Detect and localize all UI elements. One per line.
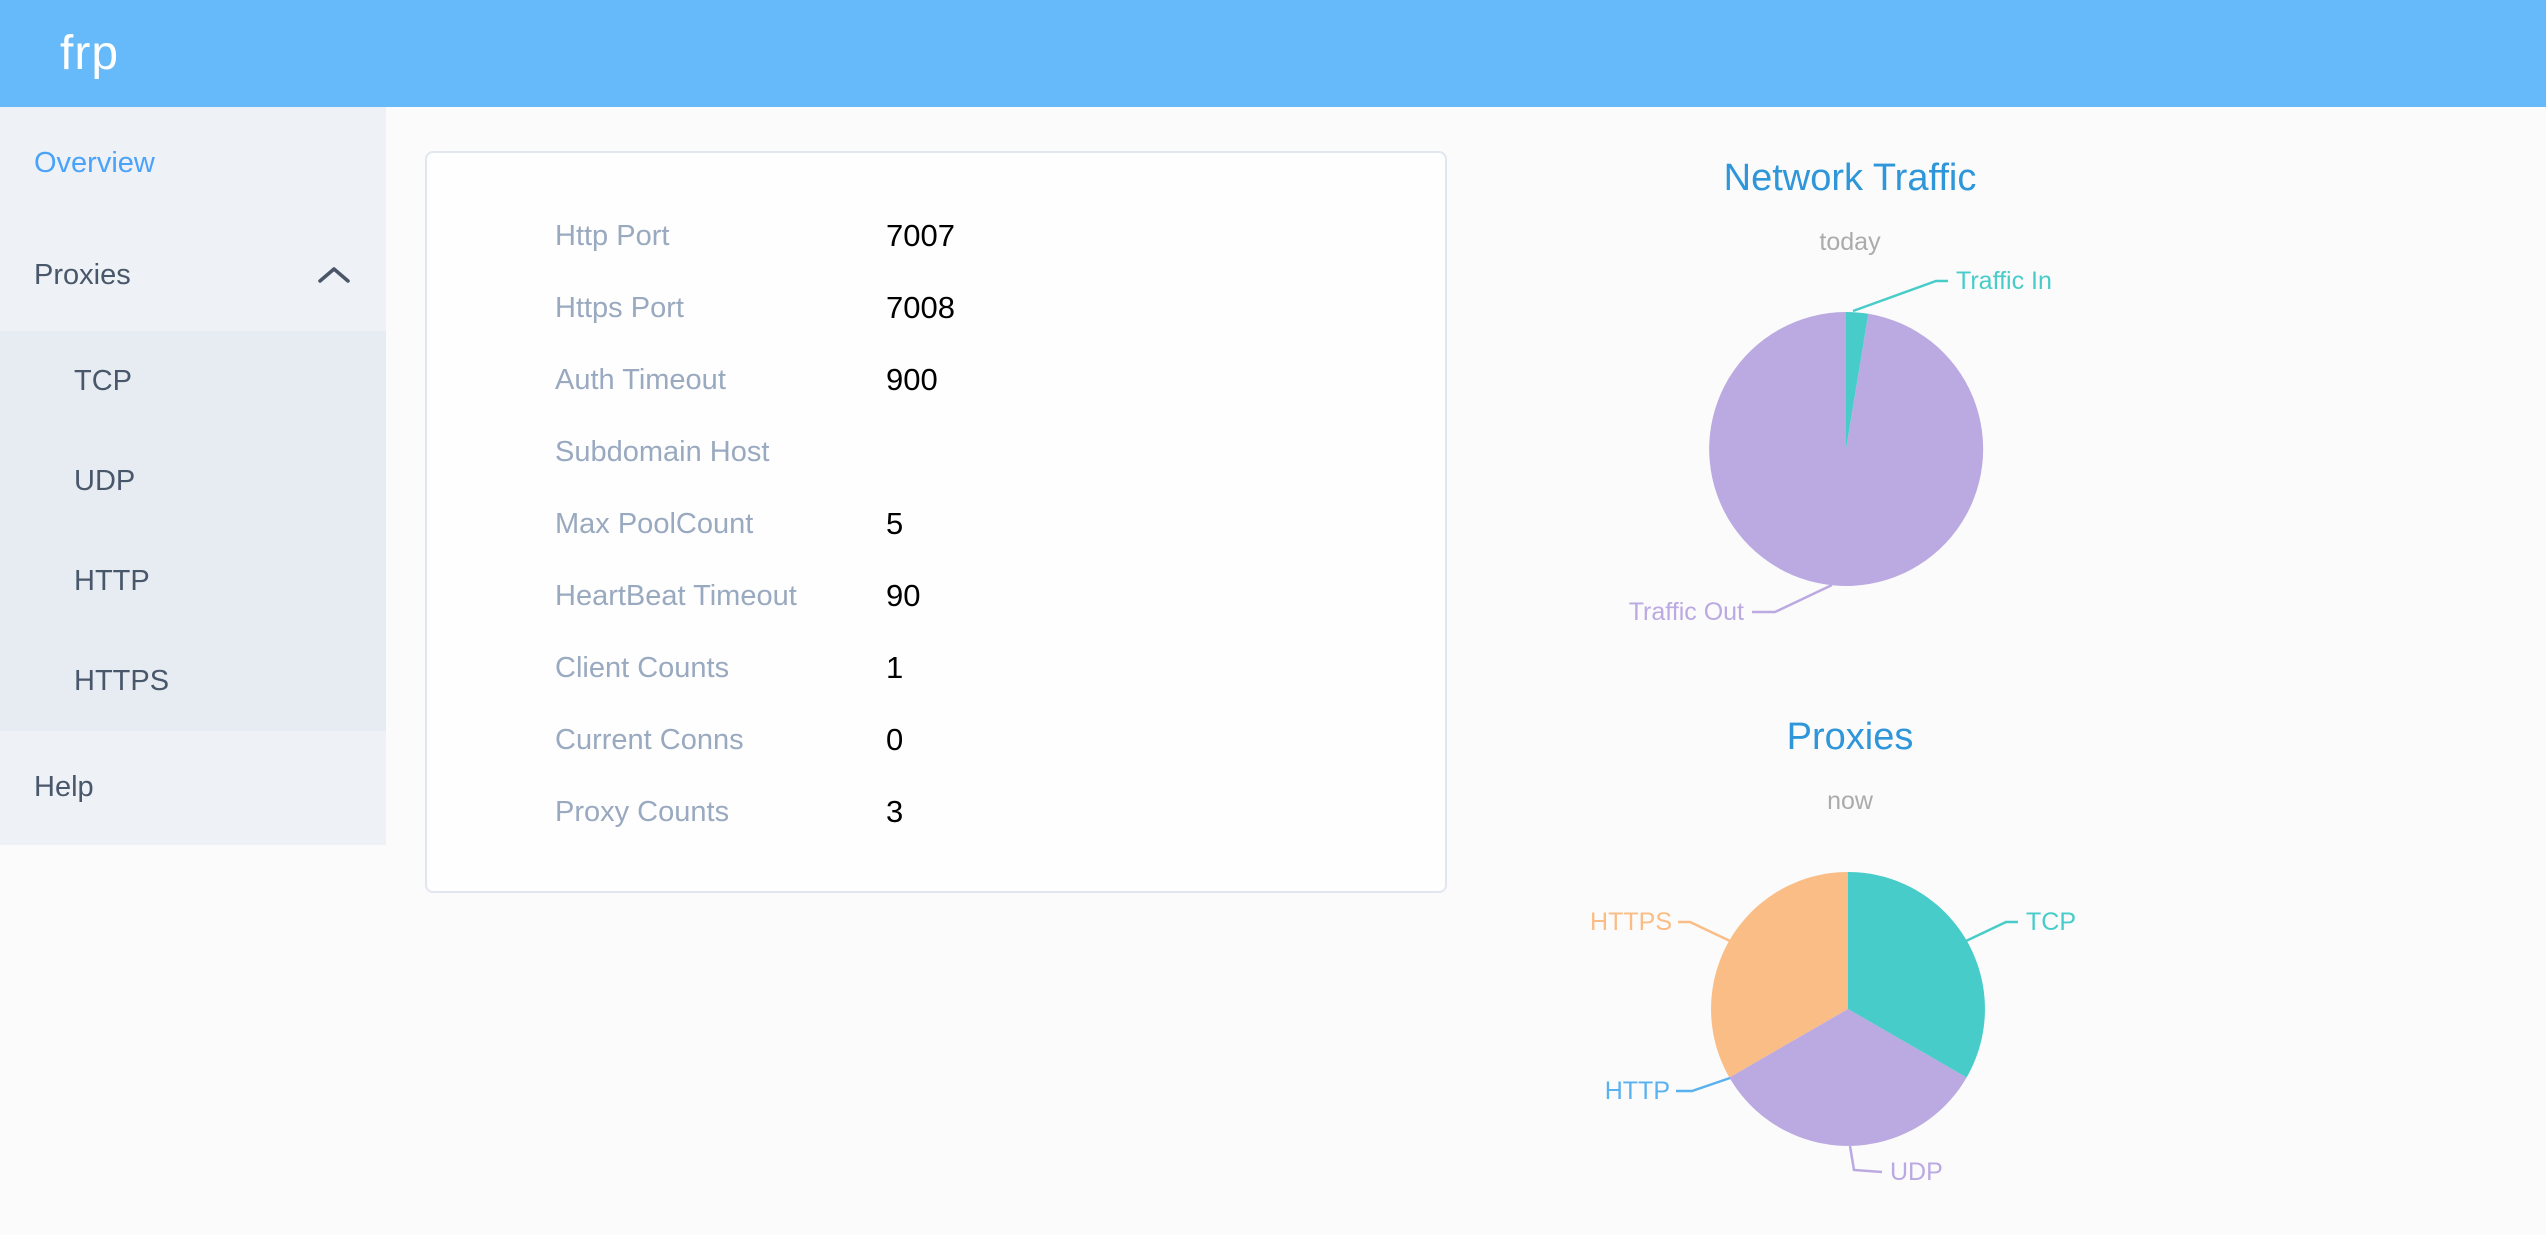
row-label: HeartBeat Timeout [555,579,797,612]
https-label: HTTPS [1590,908,1672,936]
sidebar-item-tcp[interactable]: TCP [0,331,386,431]
proxies-submenu: TCP UDP HTTP HTTPS [0,331,386,731]
sidebar-item-http-label: HTTP [74,564,150,597]
sidebar-item-udp-label: UDP [74,464,136,497]
row-value: 900 [886,362,938,397]
row-https-port: Https Port 7008 [427,272,1445,344]
row-value: 7008 [886,290,955,325]
udp-label-line [1848,1145,1883,1174]
row-max-poolcount: Max PoolCount 5 [427,488,1445,560]
proxies-subtitle: now [1827,787,1873,815]
sidebar-item-https-label: HTTPS [74,664,170,697]
row-client-counts: Client Counts 1 [427,632,1445,704]
row-value: 3 [886,794,904,829]
http-label-line [1676,1076,1731,1093]
row-label: Https Port [555,291,684,324]
sidebar-item-tcp-label: TCP [74,364,132,397]
tcp-label: TCP [2026,908,2076,936]
pie-slice-tcp[interactable] [1848,872,1985,1078]
row-current-conns: Current Conns 0 [427,704,1445,776]
proxies-chart: Proxies now TCP HTTPS HTTP UDP [1570,715,2130,1235]
pie-slice-udp[interactable] [1729,1009,1967,1146]
row-subdomain-host: Subdomain Host [427,416,1445,488]
row-label: Max PoolCount [555,507,754,540]
https-label-line [1678,920,1731,943]
row-label: Proxy Counts [555,795,730,828]
sidebar-item-help[interactable]: Help [0,731,386,843]
udp-label: UDP [1890,1158,1943,1186]
app-header: frp [0,0,2546,107]
network-traffic-chart: Network Traffic today Traffic In Traffic… [1570,140,2130,680]
row-label: Current Conns [555,723,744,756]
http-label: HTTP [1605,1077,1670,1105]
row-label: Subdomain Host [555,435,770,468]
sidebar-item-overview-label: Overview [34,146,155,179]
row-value: 7007 [886,218,955,253]
sidebar-item-http[interactable]: HTTP [0,531,386,631]
sidebar-item-proxies-label: Proxies [34,258,131,291]
sidebar-item-https[interactable]: HTTPS [0,631,386,731]
proxies-pie: TCP HTTPS HTTP UDP [1590,872,2076,1186]
row-label: Auth Timeout [555,363,726,396]
server-info-card: Http Port 7007 Https Port 7008 Auth Time… [425,151,1447,893]
pie-slice-traffic-out[interactable] [1709,312,1984,586]
row-heartbeat-timeout: HeartBeat Timeout 90 [427,560,1445,632]
traffic-in-label: Traffic In [1956,267,2052,295]
sidebar: Overview Proxies TCP UDP HTTP HTTPS Help [0,107,386,845]
traffic-in-label-line [1852,279,1948,313]
traffic-out-label-line [1752,583,1833,614]
row-label: Http Port [555,219,670,252]
row-value: 1 [886,650,904,685]
sidebar-item-help-label: Help [34,770,94,803]
row-proxy-counts: Proxy Counts 3 [427,776,1445,848]
pie-slice-https[interactable] [1711,872,1848,1078]
proxies-title: Proxies [1786,716,1914,758]
chevron-up-icon [318,267,350,283]
row-value: 90 [886,578,921,613]
app-logo: frp [60,27,120,80]
sidebar-item-proxies[interactable]: Proxies [0,219,386,331]
row-auth-timeout: Auth Timeout 900 [427,344,1445,416]
row-value: 5 [886,506,904,541]
traffic-out-label: Traffic Out [1629,598,1744,626]
network-traffic-title: Network Traffic [1723,157,1977,199]
row-label: Client Counts [555,651,730,684]
network-traffic-subtitle: today [1819,228,1881,256]
row-http-port: Http Port 7007 [427,200,1445,272]
tcp-label-line [1965,920,2018,943]
sidebar-item-udp[interactable]: UDP [0,431,386,531]
pie-slice-traffic-in[interactable] [1846,311,1869,449]
sidebar-item-overview[interactable]: Overview [0,107,386,219]
network-traffic-pie: Traffic In Traffic Out [1629,267,2052,626]
row-value: 0 [886,722,904,757]
